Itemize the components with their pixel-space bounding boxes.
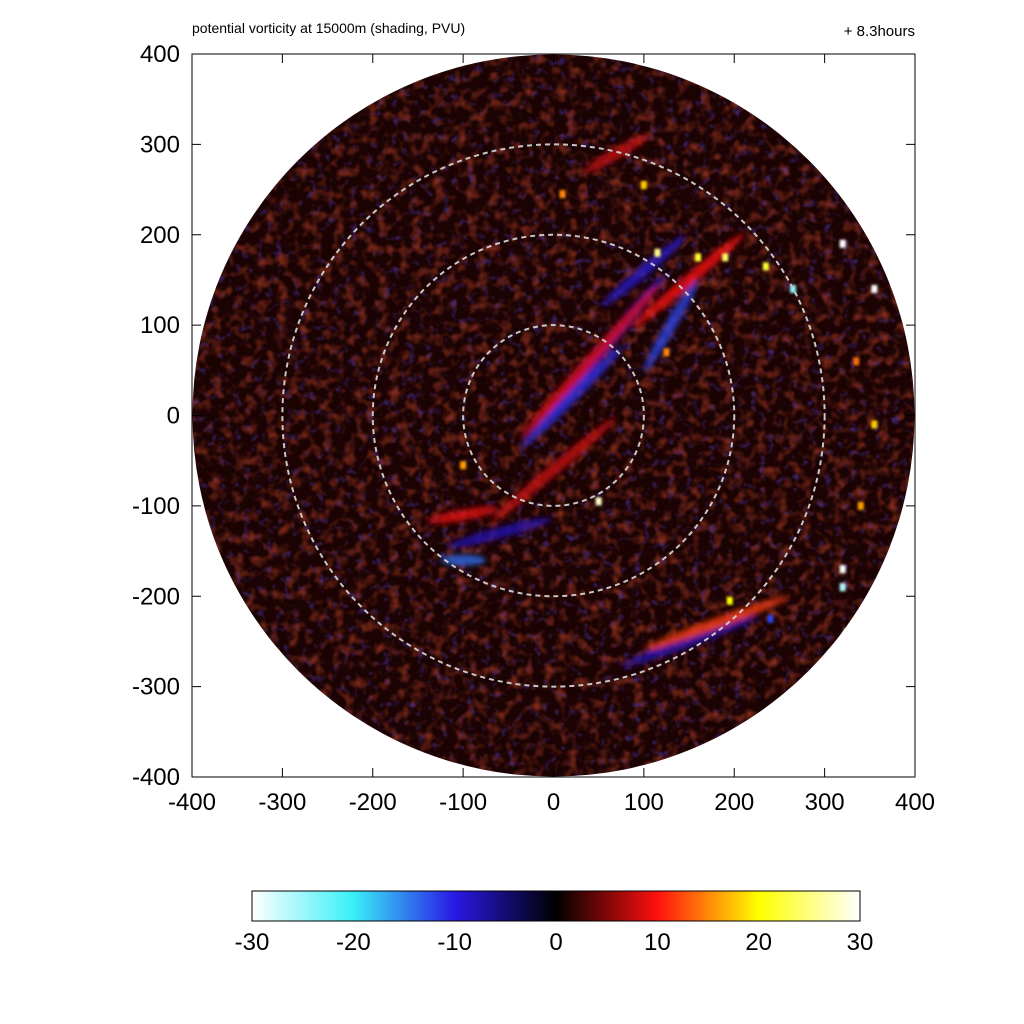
pv-hotspot — [844, 628, 851, 637]
pv-hotspot — [726, 596, 733, 605]
y-tick-label: 100 — [140, 312, 180, 339]
colorbar-tick-label: 0 — [549, 929, 562, 956]
pv-hotspot — [663, 348, 670, 357]
colorbar-tick-label: -30 — [235, 929, 270, 956]
y-tick-label: 200 — [140, 222, 180, 249]
pv-filament — [585, 134, 649, 173]
x-tick-label: 100 — [624, 789, 664, 816]
filaments — [427, 134, 789, 667]
hotspots — [460, 181, 878, 637]
y-axis: 400 300 200 100 0 -100 -200 -300 -400 — [132, 41, 915, 791]
range-rings — [281, 143, 826, 688]
y-tick-label: -200 — [132, 583, 180, 610]
pv-hotspot — [871, 420, 878, 429]
colorbar-ticks: -30 -20 -10 0 10 20 30 — [235, 929, 874, 956]
x-tick-label: -100 — [439, 789, 487, 816]
pv-hotspot — [762, 262, 769, 271]
chart-title: potential vorticity at 15000m (shading, … — [192, 20, 465, 36]
pv-hotspot — [460, 461, 467, 470]
pv-hotspot — [857, 501, 864, 510]
x-tick-label: 0 — [547, 789, 560, 816]
pv-hotspot — [839, 565, 846, 574]
pv-filament — [633, 233, 745, 327]
pv-filament — [520, 346, 623, 449]
colorbar-tick-label: 30 — [847, 929, 874, 956]
y-tick-label: -400 — [132, 764, 180, 791]
pv-filament — [643, 596, 789, 651]
pv-hotspot — [654, 248, 661, 257]
y-tick-label: -300 — [132, 674, 180, 701]
x-tick-label: -300 — [258, 789, 306, 816]
pv-hotspot — [767, 614, 774, 623]
pv-hotspot — [853, 357, 860, 366]
pv-filament — [427, 506, 499, 524]
range-ring — [462, 324, 645, 507]
pv-hotspot — [839, 583, 846, 592]
pv-hotspot — [559, 190, 566, 199]
pv-filament — [602, 235, 686, 307]
pv-hotspot — [871, 284, 878, 293]
pv-filament — [440, 554, 486, 566]
colorbar-tick-label: 20 — [745, 929, 772, 956]
colorbar-tick-label: -20 — [336, 929, 371, 956]
range-ring — [371, 233, 736, 598]
pv-filament — [491, 417, 616, 523]
colorbar-tick-label: -10 — [437, 929, 472, 956]
x-axis: -400 -300 -200 -100 0 100 200 300 400 — [168, 54, 935, 816]
y-tick-label: -100 — [132, 493, 180, 520]
colorbar-fill — [251, 890, 861, 922]
x-tick-label: 200 — [714, 789, 754, 816]
pv-hotspot — [839, 239, 846, 248]
pv-filament — [621, 616, 758, 667]
pv-hotspot — [789, 284, 796, 293]
pv-filament — [446, 517, 552, 548]
pv-filament — [643, 278, 699, 373]
pv-hotspot — [640, 181, 647, 190]
x-tick-label: 400 — [895, 789, 935, 816]
y-tick-label: 0 — [167, 403, 180, 430]
colorbar: -30 -20 -10 0 10 20 30 — [235, 890, 874, 956]
range-ring — [281, 143, 826, 688]
colorbar-tick-label: 10 — [644, 929, 671, 956]
time-label: + 8.3hours — [844, 23, 915, 40]
pv-hotspot — [595, 497, 602, 506]
x-tick-label: -400 — [168, 789, 216, 816]
pv-hotspot — [722, 253, 729, 262]
pv-field — [192, 54, 915, 777]
y-tick-label: 300 — [140, 131, 180, 158]
y-tick-label: 400 — [140, 41, 180, 68]
pv-hotspot — [695, 253, 702, 262]
x-tick-label: -200 — [349, 789, 397, 816]
x-tick-label: 300 — [805, 789, 845, 816]
pv-filament — [519, 283, 660, 439]
